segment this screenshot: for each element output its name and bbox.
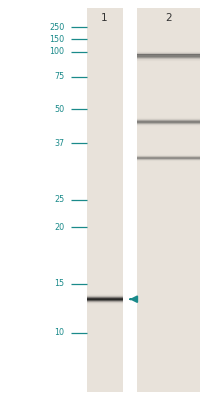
Text: 100: 100 bbox=[49, 48, 64, 56]
Text: 1: 1 bbox=[101, 13, 107, 23]
Text: 75: 75 bbox=[54, 72, 64, 81]
Text: 25: 25 bbox=[54, 196, 64, 204]
Text: 15: 15 bbox=[54, 280, 64, 288]
Text: 37: 37 bbox=[54, 139, 64, 148]
Text: 2: 2 bbox=[164, 13, 171, 23]
Bar bbox=[137, 8, 199, 392]
Text: 20: 20 bbox=[54, 223, 64, 232]
Text: 50: 50 bbox=[54, 105, 64, 114]
Bar bbox=[87, 8, 122, 392]
Text: 150: 150 bbox=[49, 35, 64, 44]
Text: 10: 10 bbox=[54, 328, 64, 337]
Text: 250: 250 bbox=[49, 23, 64, 32]
